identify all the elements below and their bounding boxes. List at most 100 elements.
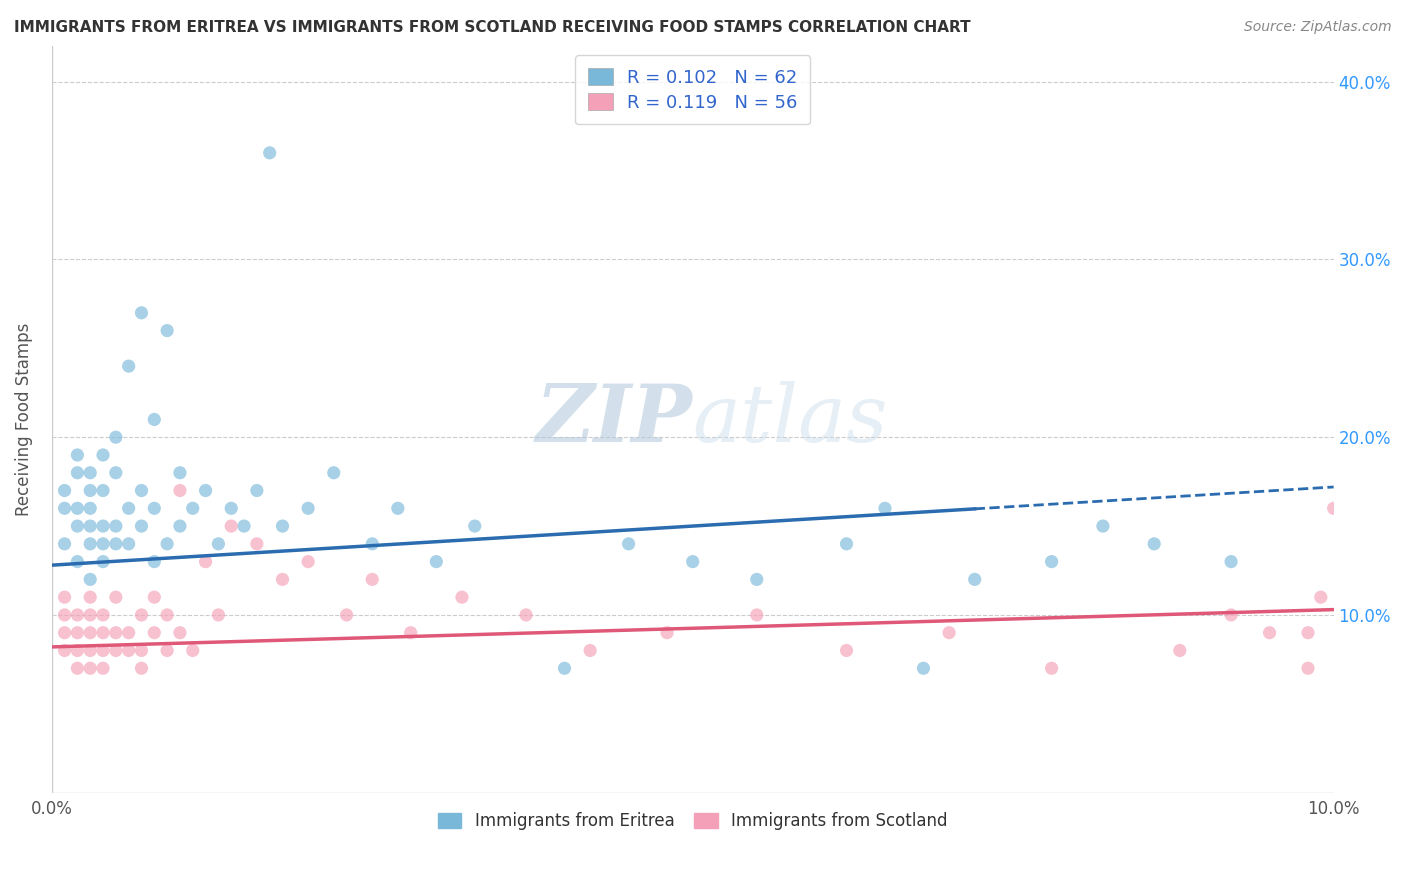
Point: [66, 643, 89, 657]
Point: [1296, 625, 1319, 640]
Point: [1309, 590, 1331, 604]
Point: [156, 324, 179, 338]
Point: [361, 573, 384, 587]
Point: [104, 643, 127, 657]
Point: [1296, 661, 1319, 675]
Point: [91, 519, 114, 533]
Point: [91, 625, 114, 640]
Point: [181, 501, 204, 516]
Point: [66, 448, 89, 462]
Point: [259, 145, 281, 160]
Point: [425, 555, 447, 569]
Point: [104, 625, 127, 640]
Point: [91, 661, 114, 675]
Point: [169, 519, 191, 533]
Point: [104, 466, 127, 480]
Point: [963, 573, 986, 587]
Point: [53, 483, 76, 498]
Point: [91, 448, 114, 462]
Point: [79, 466, 101, 480]
Point: [79, 483, 101, 498]
Point: [91, 607, 114, 622]
Point: [297, 501, 319, 516]
Point: [464, 519, 486, 533]
Text: ZIP: ZIP: [536, 381, 693, 458]
Point: [118, 359, 141, 373]
Point: [131, 661, 153, 675]
Point: [131, 519, 153, 533]
Point: [131, 483, 153, 498]
Point: [835, 643, 858, 657]
Point: [617, 537, 640, 551]
Point: [66, 519, 89, 533]
Point: [1091, 519, 1114, 533]
Point: [53, 607, 76, 622]
Point: [91, 537, 114, 551]
Point: [682, 555, 704, 569]
Point: [118, 501, 141, 516]
Point: [104, 537, 127, 551]
Point: [66, 607, 89, 622]
Point: [53, 625, 76, 640]
Point: [515, 607, 537, 622]
Point: [322, 466, 344, 480]
Point: [79, 590, 101, 604]
Point: [143, 501, 166, 516]
Point: [194, 555, 217, 569]
Point: [91, 643, 114, 657]
Point: [66, 501, 89, 516]
Point: [79, 625, 101, 640]
Point: [194, 483, 217, 498]
Point: [104, 430, 127, 444]
Legend: Immigrants from Eritrea, Immigrants from Scotland: Immigrants from Eritrea, Immigrants from…: [432, 805, 955, 837]
Point: [246, 537, 269, 551]
Point: [118, 537, 141, 551]
Point: [169, 466, 191, 480]
Point: [1143, 537, 1166, 551]
Point: [336, 607, 359, 622]
Point: [361, 537, 384, 551]
Point: [156, 643, 179, 657]
Point: [219, 501, 242, 516]
Point: [91, 483, 114, 498]
Point: [79, 573, 101, 587]
Point: [66, 555, 89, 569]
Point: [451, 590, 474, 604]
Point: [104, 590, 127, 604]
Point: [271, 519, 294, 533]
Point: [1040, 661, 1063, 675]
Point: [1220, 555, 1243, 569]
Point: [399, 625, 422, 640]
Point: [79, 501, 101, 516]
Point: [143, 590, 166, 604]
Point: [745, 573, 768, 587]
Point: [53, 590, 76, 604]
Point: [207, 607, 229, 622]
Point: [143, 555, 166, 569]
Point: [655, 625, 678, 640]
Point: [66, 625, 89, 640]
Point: [835, 537, 858, 551]
Text: atlas: atlas: [693, 381, 889, 458]
Point: [579, 643, 602, 657]
Point: [745, 607, 768, 622]
Point: [169, 625, 191, 640]
Point: [79, 519, 101, 533]
Point: [156, 537, 179, 551]
Point: [1258, 625, 1281, 640]
Point: [118, 625, 141, 640]
Point: [53, 537, 76, 551]
Point: [1323, 501, 1346, 516]
Point: [104, 519, 127, 533]
Point: [91, 555, 114, 569]
Point: [79, 607, 101, 622]
Point: [131, 306, 153, 320]
Point: [219, 519, 242, 533]
Point: [143, 625, 166, 640]
Point: [143, 412, 166, 426]
Point: [66, 661, 89, 675]
Point: [79, 643, 101, 657]
Point: [553, 661, 575, 675]
Y-axis label: Receiving Food Stamps: Receiving Food Stamps: [15, 323, 32, 516]
Point: [53, 501, 76, 516]
